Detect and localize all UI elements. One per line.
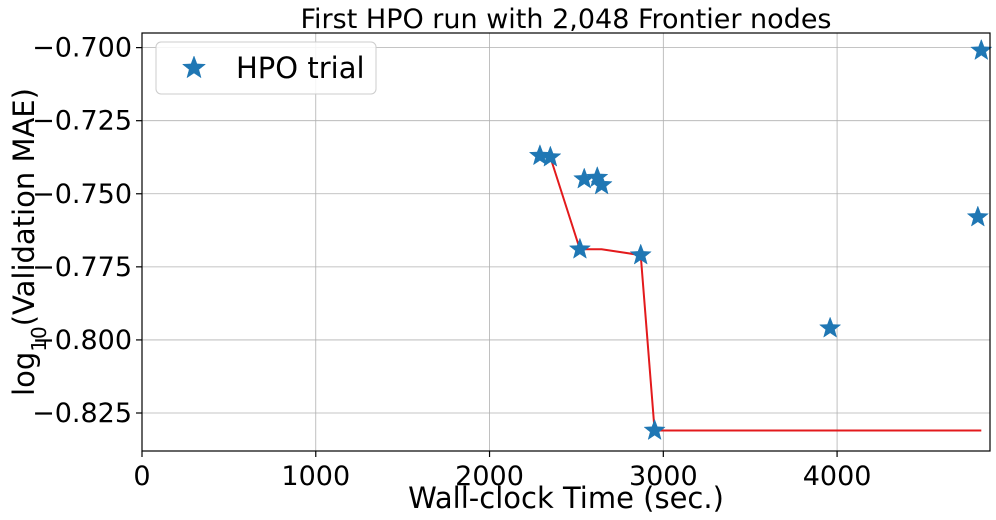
hpo-trial-point — [539, 145, 562, 167]
y-axis-label-text: (Validation MAE) — [7, 88, 41, 326]
x-tick-label: 2000 — [455, 461, 524, 492]
hpo-trial-point — [629, 243, 652, 265]
x-tick-label: 3000 — [629, 461, 698, 492]
hpo-trial-point — [818, 316, 842, 338]
best-so-far-path — [539, 154, 982, 432]
legend-star-icon — [181, 55, 207, 79]
legend: HPO trial — [155, 41, 377, 95]
legend-star-marker — [181, 55, 207, 79]
hpo-trial-point — [590, 173, 613, 195]
grid-lines — [141, 33, 990, 451]
y-axis-ticks: −0.825 −0.800 −0.775 −0.750 −0.725 −0.700 — [32, 33, 142, 429]
x-axis-label: Wall-clock Time (sec.) — [408, 481, 724, 515]
plot-frame — [141, 32, 991, 452]
y-tick-label: −0.775 — [32, 252, 132, 283]
y-tick-label: −0.700 — [32, 33, 132, 64]
y-tick-label: −0.825 — [32, 398, 132, 429]
y-axis-label-subscript: 10 — [27, 326, 51, 351]
hpo-trial-point — [970, 38, 993, 61]
hpo-trial-points — [528, 38, 993, 441]
y-tick-label: −0.750 — [32, 179, 132, 210]
legend-box — [155, 41, 377, 95]
hpo-trial-point — [643, 418, 666, 441]
x-axis-ticks: 0 1000 2000 3000 4000 — [133, 451, 871, 492]
legend-entry-hpo-trial: HPO trial — [236, 51, 365, 85]
x-tick-label: 0 — [133, 461, 150, 492]
y-tick-label: −0.725 — [32, 106, 132, 137]
x-tick-label: 1000 — [281, 461, 350, 492]
chart-title: First HPO run with 2,048 Frontier nodes — [300, 4, 831, 35]
hpo-trial-point — [966, 205, 989, 227]
hpo-trial-point — [568, 237, 592, 259]
y-axis-label-log: log — [7, 352, 41, 396]
y-axis-label: log10(Validation MAE) — [7, 88, 51, 396]
y-tick-label: −0.800 — [32, 325, 132, 356]
best-so-far-line — [539, 154, 982, 432]
hpo-trial-point — [528, 144, 552, 166]
x-tick-label: 4000 — [803, 461, 872, 492]
